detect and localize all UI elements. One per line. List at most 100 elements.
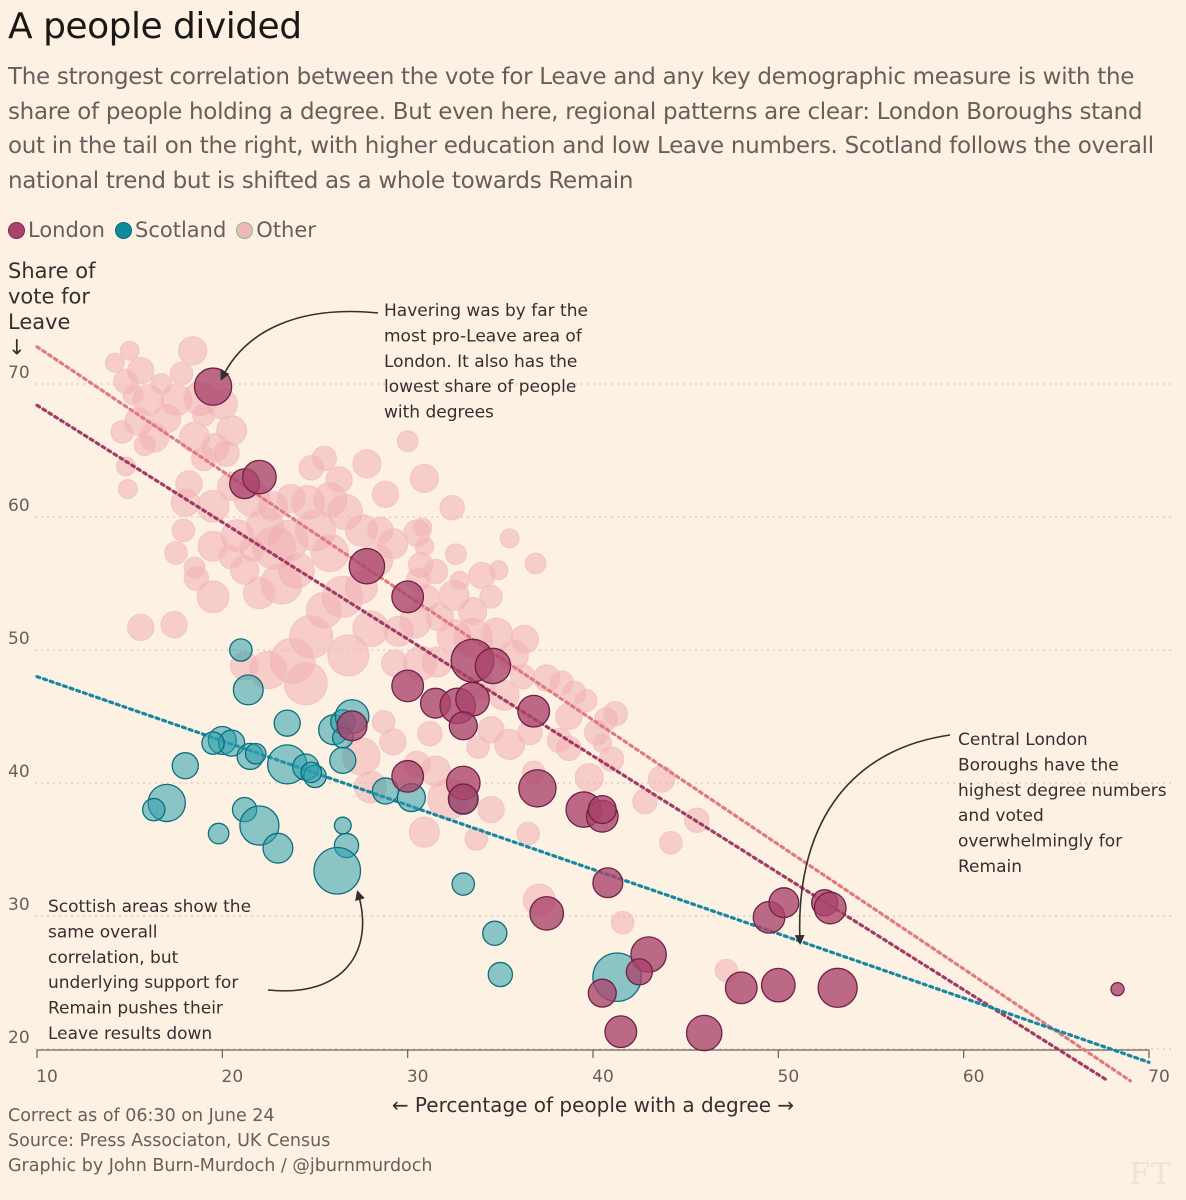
london-point: [685, 1014, 723, 1052]
annot-central-line-1: Boroughs have the: [958, 755, 1119, 775]
london-point: [517, 694, 551, 728]
other-point: [610, 910, 635, 935]
legend-item-london: London: [8, 218, 105, 242]
london-point: [518, 769, 557, 808]
series-other: [104, 336, 739, 983]
scotland-point: [171, 752, 199, 780]
legend: London Scotland Other: [8, 218, 326, 242]
scotland-point: [239, 805, 280, 846]
annot-havering-line-1: most pro-Leave area of: [384, 326, 583, 346]
other-point: [477, 716, 505, 744]
legend-dot-london: [8, 221, 25, 239]
x-tick-60: 60: [963, 1067, 985, 1087]
y-tick-50: 50: [8, 629, 30, 649]
other-point: [466, 735, 490, 759]
y-axis-label-line-2: Leave: [8, 310, 70, 334]
scotland-point: [487, 961, 514, 988]
chart-title: A people divided: [8, 6, 302, 47]
london-point: [768, 887, 800, 919]
other-point: [283, 661, 328, 706]
london-point: [242, 459, 277, 495]
other-point: [524, 552, 547, 575]
legend-item-scotland: Scotland: [114, 218, 226, 242]
y-tick-30: 30: [8, 895, 30, 915]
legend-label-other: Other: [256, 218, 316, 242]
other-point: [574, 763, 604, 793]
london-point: [592, 867, 624, 899]
other-point: [197, 530, 229, 562]
other-point: [310, 533, 350, 573]
y-tick-20: 20: [8, 1028, 30, 1048]
other-point: [371, 480, 400, 509]
scotland-point: [329, 746, 357, 775]
y-tick-60: 60: [8, 496, 30, 516]
other-point: [325, 466, 353, 494]
annot-scottish-line-3: underlying support for: [48, 973, 238, 993]
other-point: [183, 565, 210, 591]
annot-scottish-line-4: Remain pushes their: [48, 999, 223, 1019]
y-axis-label-line-1: vote for: [8, 285, 90, 309]
other-point: [169, 361, 194, 386]
london-point: [193, 367, 233, 406]
other-point: [104, 352, 125, 373]
y-axis-label-line-0: Share of: [8, 259, 96, 283]
scotland-point: [232, 674, 264, 706]
other-point: [414, 536, 435, 557]
other-point: [379, 728, 407, 756]
legend-label-london: London: [28, 218, 105, 242]
y-tick-70: 70: [8, 363, 30, 383]
other-point: [659, 831, 683, 855]
other-point: [327, 634, 370, 677]
scottish-annotation: Scottish areas show the same overall corre…: [48, 897, 251, 1044]
footer-timestamp: Correct as of 06:30 on June 24: [8, 1106, 275, 1126]
scotland-point: [244, 742, 267, 765]
scotland-point: [300, 761, 323, 784]
central-london-annotation: Central London Boroughs have the highest d…: [958, 730, 1167, 877]
other-point: [479, 584, 503, 609]
x-tick-40: 40: [592, 1067, 614, 1087]
other-point: [647, 765, 676, 793]
other-point: [412, 517, 433, 538]
scotland-point: [451, 872, 476, 896]
other-point: [444, 543, 467, 566]
annot-havering-line-0: Havering was by far the: [384, 301, 588, 321]
annot-central-line-0: Central London: [958, 730, 1088, 750]
scotland-point: [333, 816, 352, 835]
scotland-point: [141, 797, 166, 822]
london-point: [604, 1015, 638, 1049]
annot-central-line-3: and voted: [958, 806, 1044, 826]
other-point: [499, 528, 520, 549]
other-point: [592, 733, 613, 754]
london-point: [760, 967, 796, 1003]
y-axis-label-line-3: ↓: [8, 336, 26, 360]
trend-line-1: [35, 403, 1110, 1083]
other-point: [196, 580, 230, 614]
central-london-arrow: [794, 734, 951, 945]
annot-central-line-2: highest degree numbers: [958, 781, 1167, 801]
london-point: [813, 891, 847, 925]
other-point: [516, 821, 540, 846]
annot-scottish-line-2: correlation, but: [48, 948, 179, 968]
ft-logo: FT: [1129, 1157, 1172, 1192]
other-point: [548, 670, 575, 696]
london-point: [391, 759, 425, 793]
annot-havering-line-2: London. It also has the: [384, 352, 577, 372]
other-point: [477, 795, 505, 824]
annot-scottish-line-1: same overall: [48, 922, 157, 942]
other-point: [119, 340, 140, 361]
y-axis-ticks: 20 30 40 50 60 70: [8, 363, 30, 1048]
scotland-point: [313, 846, 362, 895]
chart-subtitle: The strongest correlation between the vo…: [8, 64, 1154, 194]
london-point: [391, 580, 425, 614]
london-point: [724, 971, 758, 1005]
other-point: [439, 494, 465, 521]
annot-central-line-5: Remain: [958, 857, 1022, 877]
other-point: [242, 576, 276, 610]
london-point: [817, 967, 858, 1008]
london-point: [447, 783, 479, 815]
footer-source: Source: Press Associaton, UK Census: [8, 1131, 331, 1151]
other-point: [509, 624, 540, 654]
other-point: [178, 336, 208, 366]
annot-scottish-line-0: Scottish areas show the: [48, 897, 251, 917]
